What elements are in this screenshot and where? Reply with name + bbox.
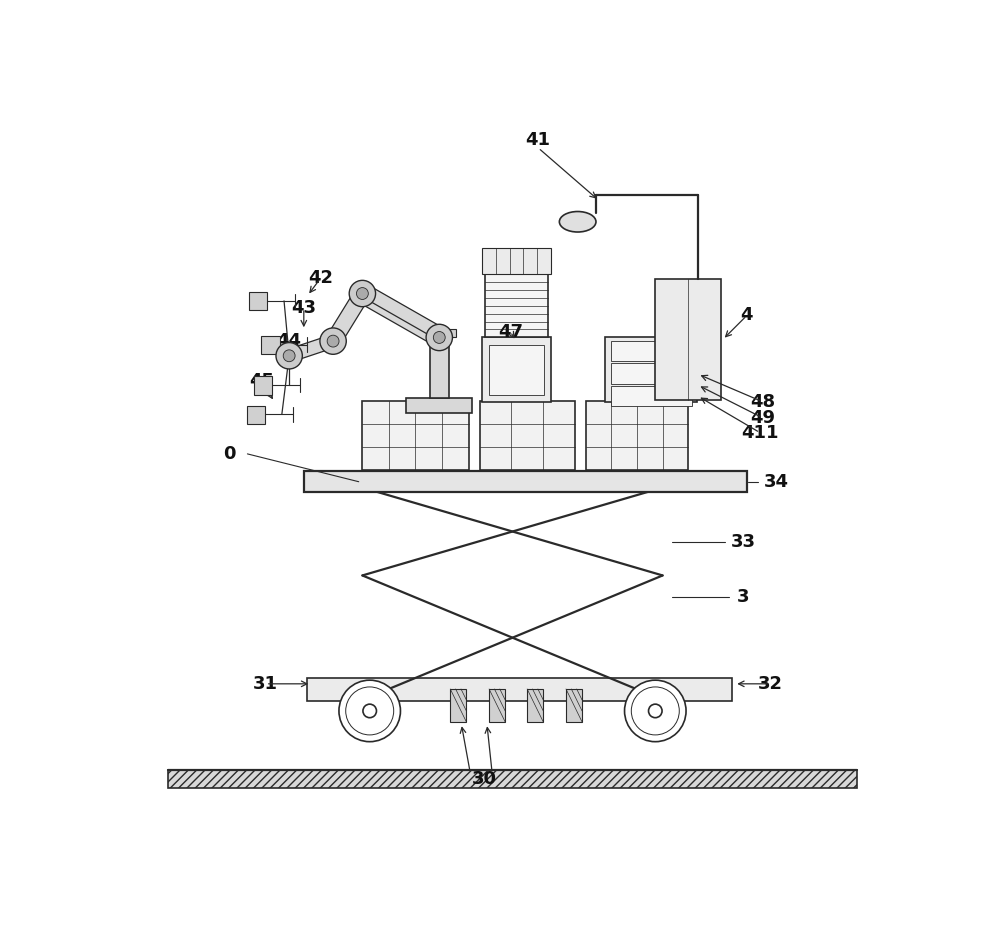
Circle shape	[327, 335, 339, 347]
Circle shape	[426, 324, 452, 351]
Bar	[489, 689, 505, 722]
Bar	[611, 363, 692, 383]
Circle shape	[349, 281, 376, 307]
Text: 411: 411	[741, 423, 779, 441]
Text: 42: 42	[308, 269, 333, 287]
Text: 49: 49	[750, 409, 775, 427]
Bar	[450, 689, 466, 722]
Text: 4: 4	[741, 306, 753, 324]
Bar	[261, 336, 280, 355]
Bar	[611, 386, 692, 406]
Text: 45: 45	[250, 373, 275, 391]
Text: 47: 47	[498, 322, 523, 340]
Ellipse shape	[559, 211, 596, 232]
Bar	[307, 478, 743, 483]
Circle shape	[649, 704, 662, 718]
Bar	[480, 401, 575, 470]
Bar	[362, 401, 469, 470]
Circle shape	[363, 704, 376, 718]
Circle shape	[625, 680, 686, 742]
Bar	[655, 279, 721, 399]
Text: 34: 34	[764, 473, 789, 491]
Circle shape	[339, 680, 400, 742]
Bar	[311, 678, 729, 681]
Circle shape	[356, 287, 368, 300]
Bar	[423, 329, 456, 338]
Text: 0: 0	[223, 445, 235, 463]
Bar	[611, 341, 692, 361]
Text: 30: 30	[472, 770, 497, 788]
Circle shape	[433, 332, 445, 343]
Polygon shape	[358, 285, 444, 346]
Polygon shape	[287, 335, 335, 362]
Bar	[307, 678, 732, 702]
Circle shape	[283, 350, 295, 361]
Bar	[527, 689, 543, 722]
Circle shape	[320, 328, 346, 355]
Bar	[247, 405, 265, 424]
Text: 44: 44	[277, 332, 302, 350]
Bar	[566, 689, 582, 722]
Text: 43: 43	[291, 300, 316, 318]
Bar	[489, 345, 544, 395]
Text: 33: 33	[731, 534, 756, 552]
Bar	[311, 685, 729, 689]
Polygon shape	[366, 288, 450, 343]
Bar	[254, 377, 272, 395]
Bar	[586, 401, 688, 470]
Text: 32: 32	[758, 675, 783, 693]
Bar	[304, 472, 747, 492]
Text: 31: 31	[253, 675, 278, 693]
Bar	[482, 248, 551, 274]
Bar	[168, 769, 857, 787]
Bar	[430, 338, 449, 398]
Bar	[406, 398, 472, 413]
Polygon shape	[326, 289, 369, 345]
Circle shape	[276, 342, 302, 369]
Text: 48: 48	[750, 393, 775, 411]
Text: 3: 3	[737, 589, 749, 607]
Text: 41: 41	[526, 131, 551, 149]
Bar	[485, 274, 548, 338]
Bar	[482, 338, 551, 402]
Bar	[249, 292, 267, 310]
Bar	[605, 338, 697, 402]
Bar	[307, 472, 743, 476]
